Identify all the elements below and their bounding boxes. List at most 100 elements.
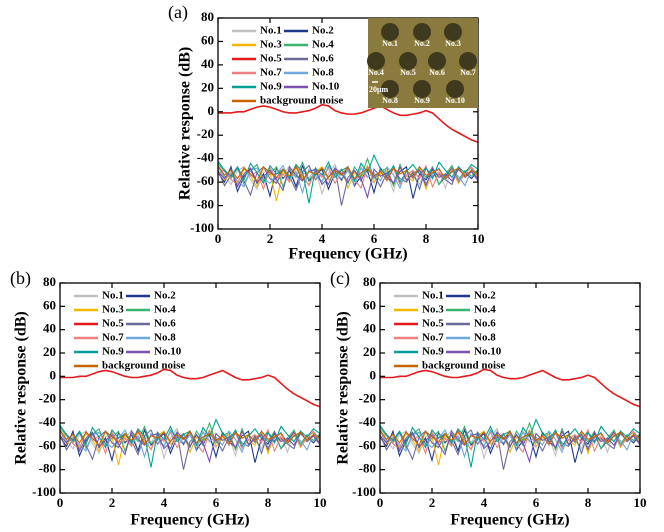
x-tick-label: 0 — [377, 495, 384, 510]
legend-label: No.5 — [260, 53, 282, 65]
legend-label: No.2 — [474, 290, 496, 302]
plot-lines — [60, 368, 320, 470]
legend-label: No.1 — [260, 25, 282, 37]
legend-label: No.4 — [154, 304, 176, 316]
y-tick-label: -40 — [39, 414, 56, 429]
x-axis-label: Frequency (GHz) — [130, 512, 249, 529]
legend-label: No.5 — [102, 318, 124, 330]
legend-label: background noise — [422, 360, 505, 372]
y-tick-label: 80 — [201, 9, 214, 24]
x-tick-label: 8 — [423, 231, 430, 246]
x-tick-label: 2 — [109, 495, 116, 510]
x-axis-label: Frequency (GHz) — [288, 246, 407, 263]
y-tick-label: -60 — [197, 173, 214, 188]
y-tick-label: -60 — [359, 437, 376, 452]
axes-frame — [217, 17, 479, 230]
series-line — [218, 164, 478, 206]
y-tick-label: 40 — [43, 321, 56, 336]
legend-label: No.9 — [260, 81, 282, 93]
y-tick-label: 40 — [363, 321, 376, 336]
y-tick-label: -60 — [39, 437, 56, 452]
x-tick-label: 10 — [314, 495, 327, 510]
y-tick-label: -40 — [359, 414, 376, 429]
legend-label: No.2 — [154, 290, 176, 302]
axes-frame — [59, 282, 321, 494]
y-tick-label: 20 — [43, 344, 56, 359]
inset-spot — [459, 52, 477, 70]
x-tick-label: 2 — [267, 231, 274, 246]
series-line — [218, 164, 478, 191]
inset-label: No.3 — [445, 39, 461, 48]
legend-label: No.10 — [154, 346, 182, 358]
y-tick-label: -40 — [197, 150, 214, 165]
legend-label: No.3 — [102, 304, 124, 316]
inset-label: No.2 — [414, 39, 430, 48]
x-tick-label: 8 — [265, 495, 272, 510]
x-tick-label: 10 — [472, 231, 485, 246]
inset-spot — [381, 23, 399, 41]
series-line — [380, 428, 640, 456]
inset-spot — [444, 23, 462, 41]
axes-frame — [379, 282, 641, 494]
y-tick-label: 0 — [50, 367, 57, 382]
y-tick-label: 80 — [43, 274, 56, 289]
x-tick-label: 0 — [57, 495, 64, 510]
series-line — [218, 103, 478, 144]
legend-label: No.10 — [474, 346, 502, 358]
y-tick-label: -20 — [359, 391, 376, 406]
y-axis-label: Relative response (dB) — [13, 311, 30, 464]
panel-label: (a) — [168, 2, 188, 23]
y-tick-label: 20 — [201, 79, 214, 94]
y-tick-label: 60 — [43, 297, 56, 312]
legend-label: No.3 — [422, 304, 444, 316]
series-line — [380, 429, 640, 447]
legend-label: No.7 — [102, 332, 124, 344]
y-tick-label: -100 — [352, 484, 376, 499]
legend-label: No.8 — [312, 67, 334, 79]
series-line — [60, 429, 320, 470]
inset-label: No.4 — [368, 68, 384, 77]
inset-spot — [413, 23, 431, 41]
x-tick-label: 10 — [634, 495, 647, 510]
legend-label: No.4 — [312, 39, 334, 51]
plot-lines — [380, 368, 640, 470]
x-tick-label: 4 — [319, 231, 326, 246]
legend-label: No.8 — [154, 332, 176, 344]
x-tick-label: 8 — [585, 495, 592, 510]
x-axis-label: Frequency (GHz) — [450, 512, 569, 529]
y-tick-label: -80 — [39, 461, 56, 476]
x-tick-label: 6 — [371, 231, 378, 246]
y-axis-label: Relative response (dB) — [335, 311, 352, 464]
legend-label: No.5 — [422, 318, 444, 330]
legend-label: No.6 — [474, 318, 496, 330]
y-tick-label: -80 — [359, 461, 376, 476]
legend-label: background noise — [260, 95, 343, 107]
inset-spot — [381, 80, 399, 98]
series-line — [60, 428, 320, 456]
legend-label: No.10 — [312, 81, 340, 93]
inset-spot — [399, 52, 417, 70]
inset-label: No.1 — [382, 39, 398, 48]
inset-label: No.5 — [400, 68, 416, 77]
plot-lines — [218, 103, 478, 206]
panel-label: (b) — [10, 268, 31, 289]
legend-label: No.7 — [422, 332, 444, 344]
y-tick-label: 40 — [201, 56, 214, 71]
inset-spot — [367, 52, 385, 70]
series-line — [60, 429, 320, 447]
legend-label: No.6 — [312, 53, 334, 65]
series-line — [60, 368, 320, 408]
series-line — [380, 368, 640, 408]
inset-spot — [413, 80, 431, 98]
y-tick-label: 20 — [363, 344, 376, 359]
legend-label: No.7 — [260, 67, 282, 79]
legend-label: No.2 — [312, 25, 334, 37]
y-axis-label: Relative response (dB) — [177, 47, 194, 200]
y-tick-label: -100 — [32, 484, 56, 499]
y-tick-label: 0 — [370, 367, 377, 382]
inset-label: No.6 — [429, 68, 445, 77]
legend-label: No.4 — [474, 304, 496, 316]
y-tick-label: -20 — [39, 391, 56, 406]
x-tick-label: 0 — [215, 231, 222, 246]
